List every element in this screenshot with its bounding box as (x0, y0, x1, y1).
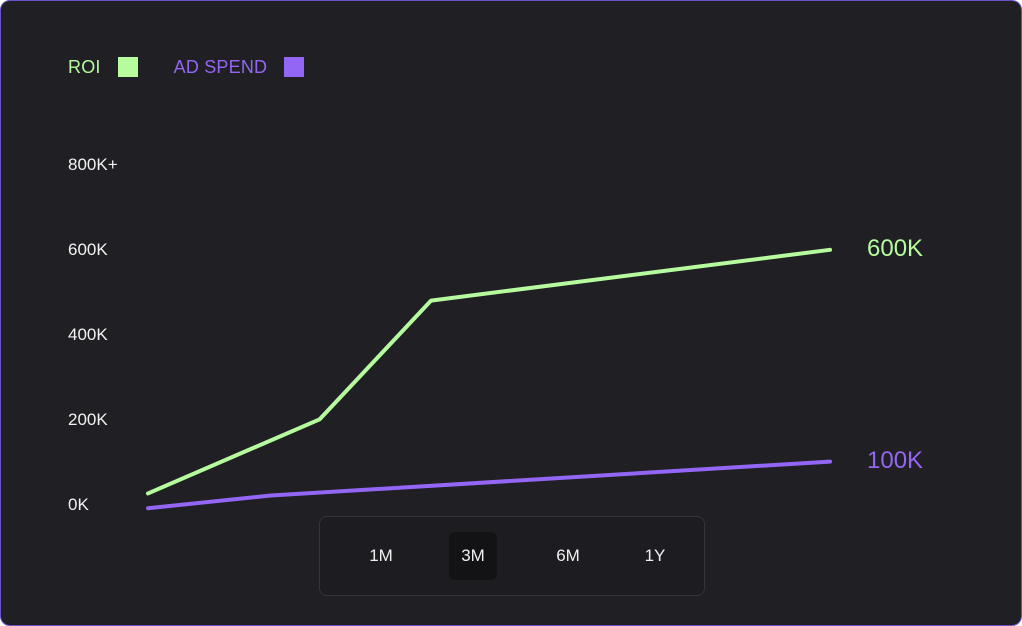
series-line-ad-spend (146, 459, 832, 511)
range-button-1m[interactable]: 1M (369, 546, 393, 565)
roi-end-value-label: 600K (867, 235, 924, 262)
legend-item-roi[interactable]: ROI (68, 57, 138, 78)
range-button-3m[interactable]: 3M (449, 532, 497, 580)
legend-roi-label: ROI (68, 56, 101, 77)
legend-ad-spend-swatch (284, 57, 305, 77)
y-tick-label: 200K (68, 410, 108, 429)
legend-roi-swatch (117, 57, 138, 77)
ad-spend-end-value-label: 100K (867, 447, 924, 474)
range-button-6m[interactable]: 6M (556, 546, 580, 565)
y-tick-label: 0K (68, 495, 89, 514)
y-tick-label: 400K (68, 325, 108, 344)
legend-item-ad-spend[interactable]: AD SPEND (174, 57, 305, 78)
y-tick-label: 600K (68, 240, 108, 259)
chart-legend: ROI AD SPEND (68, 56, 340, 78)
y-tick-label: 800K+ (68, 155, 118, 174)
range-button-1y[interactable]: 1Y (644, 546, 666, 565)
legend-ad-spend-label: AD SPEND (173, 56, 268, 77)
series-line-roi (146, 247, 832, 496)
time-range-selector: 1M 3M 6M 1Y (319, 516, 705, 596)
